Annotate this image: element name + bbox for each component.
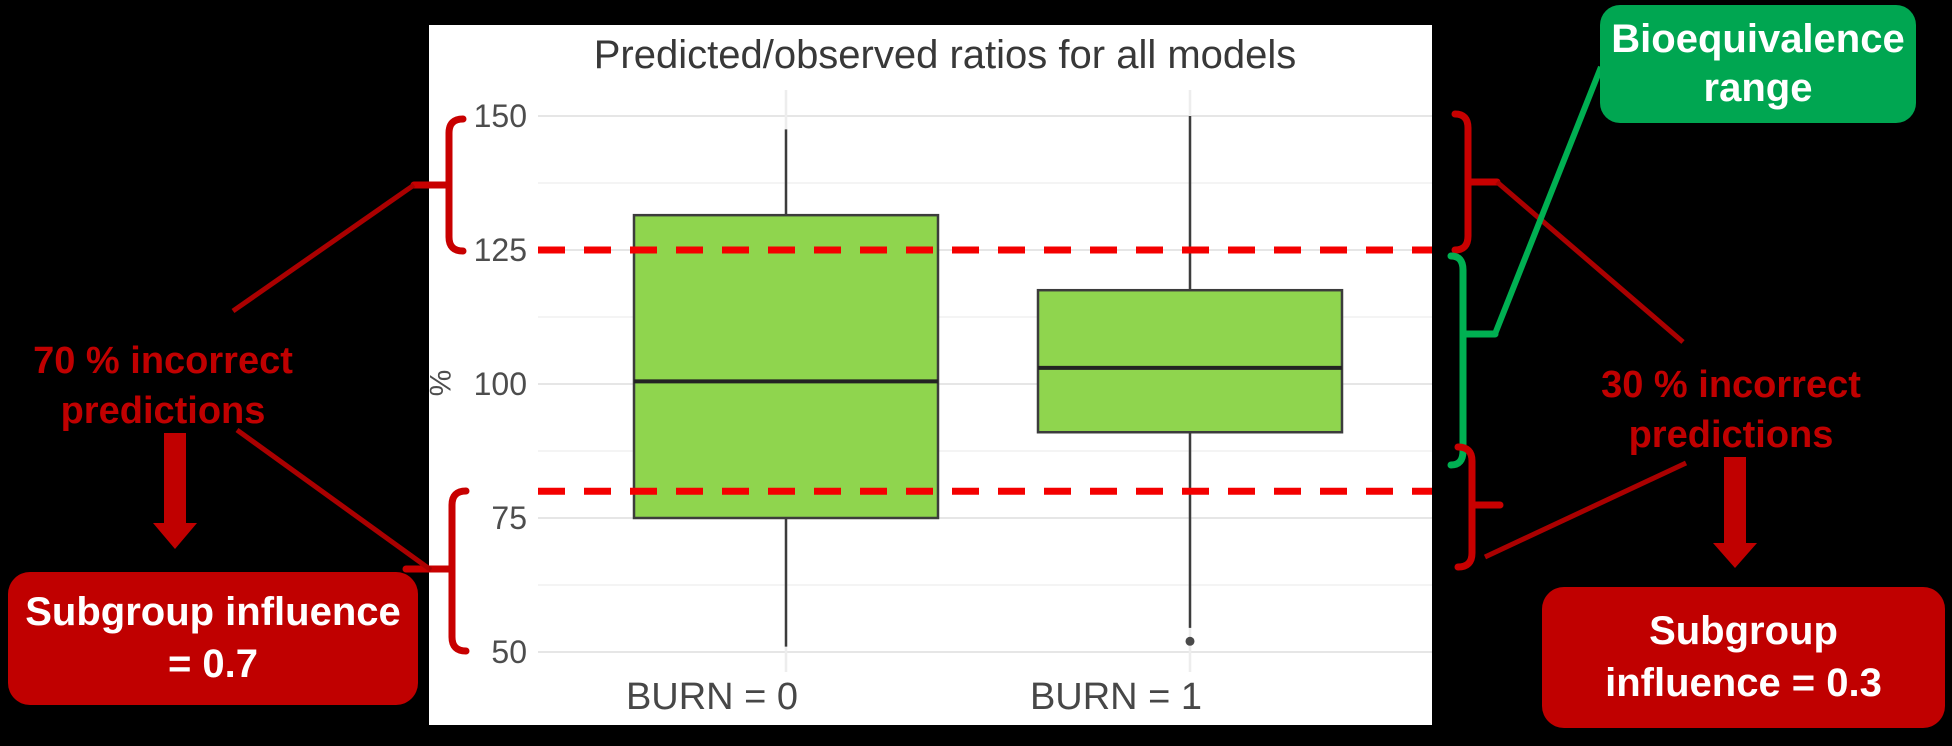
left-upper-connector-line [231,182,416,314]
left-down-arrow [153,433,197,549]
left-callout-line2: = 0.7 [167,641,259,686]
right-incorrect-predictions-note: 30 % incorrect predictions [1570,360,1892,460]
svg-text:150: 150 [474,98,527,134]
left-callout-line1: Subgroup influence [25,590,401,635]
svg-text:BURN = 0: BURN = 0 [626,676,798,718]
right-upper-connector-line [1495,180,1685,344]
right-callout-line1: Subgroup [1649,609,1838,654]
chart-title: Predicted/observed ratios for all models [593,33,1297,77]
svg-text:BURN = 1: BURN = 1 [1030,676,1202,718]
right-lower-connector-line [1483,460,1688,560]
left-note-line1: 70 % incorrect [33,340,293,382]
subgroup-influence-0-3-callout: Subgroup influence = 0.3 [1542,587,1945,728]
svg-text:50: 50 [491,634,527,670]
bioequivalence-connector-line [1492,65,1604,336]
bioequivalence-range-callout: Bioequivalence range [1600,5,1916,123]
green-callout-line1: Bioequivalence [1611,17,1905,62]
subgroup-influence-0-7-callout: Subgroup influence = 0.7 [8,572,418,705]
right-callout-line2: influence = 0.3 [1605,660,1882,705]
green-callout-line2: range [1703,66,1813,110]
right-down-arrow [1713,457,1757,568]
right-note-line1: 30 % incorrect [1601,364,1861,406]
y-axis-label: % [424,369,458,397]
left-note-line2: predictions [60,390,266,433]
left-incorrect-predictions-note: 70 % incorrect predictions [3,336,323,436]
svg-text:75: 75 [491,500,527,536]
right-note-line2: predictions [1628,414,1834,457]
svg-text:100: 100 [474,366,527,402]
svg-text:125: 125 [474,232,527,268]
boxplot-chart: 150 125 100 75 50 BURN = 0 BURN = 1 [474,90,1432,718]
bioequivalence-brace [1447,252,1467,469]
left-lower-connector-line [235,427,433,573]
